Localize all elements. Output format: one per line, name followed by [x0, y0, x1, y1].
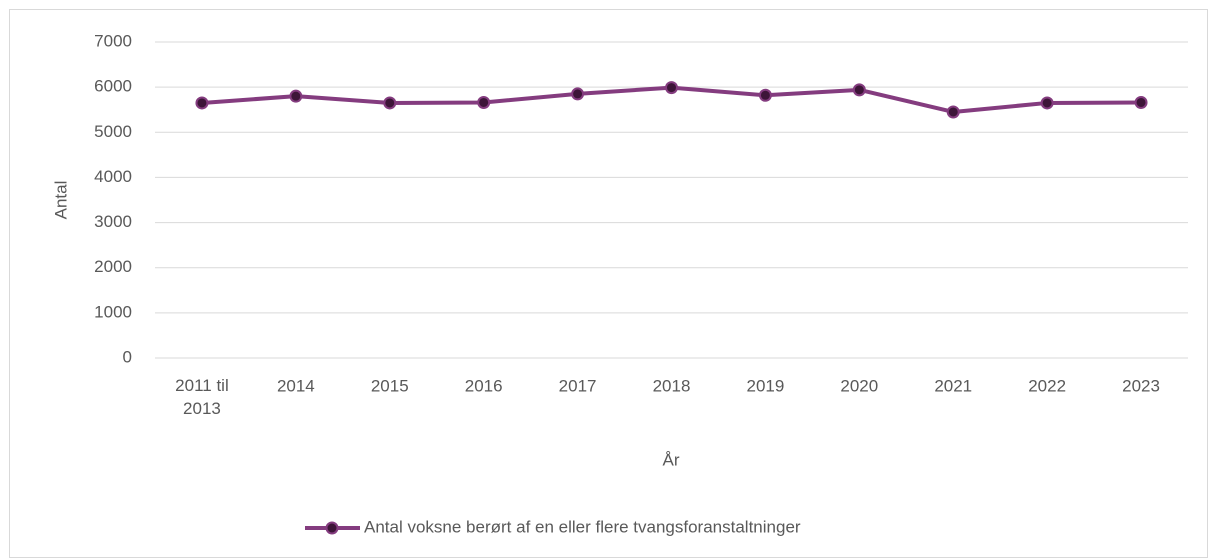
x-tick-label: 2018	[653, 376, 691, 395]
x-tick-label: 2020	[840, 376, 878, 395]
point	[195, 96, 209, 110]
point	[946, 105, 960, 119]
x-axis-title: År	[663, 450, 680, 469]
y-tick-label: 6000	[94, 77, 132, 96]
y-tick-label: 5000	[94, 122, 132, 141]
x-tick-label: 2017	[559, 376, 597, 395]
legend-label: Antal voksne berørt af en eller flere tv…	[364, 517, 801, 536]
x-tick-label: 2021	[934, 376, 972, 395]
point	[289, 89, 303, 103]
x-tick-label: 2022	[1028, 376, 1066, 395]
legend-marker	[325, 521, 339, 535]
x-tick-label: 2015	[371, 376, 409, 395]
y-tick-label: 3000	[94, 212, 132, 231]
x-tick-label: 2011 til 2013	[175, 376, 229, 418]
point	[1134, 95, 1148, 109]
x-tick-label: 2014	[277, 376, 315, 395]
point	[665, 81, 678, 95]
y-tick-label: 7000	[94, 31, 132, 50]
y-tick-label: 4000	[94, 167, 132, 186]
point	[758, 88, 772, 102]
y-tick-label: 1000	[94, 302, 132, 321]
x-tick-label: 2019	[746, 376, 784, 395]
y-axis-title: Antal	[51, 181, 70, 220]
x-tick-label: 2016	[465, 376, 503, 395]
point	[383, 96, 397, 110]
point	[571, 87, 585, 101]
point	[1040, 96, 1054, 110]
y-tick-label: 0	[123, 347, 132, 366]
point	[852, 83, 866, 97]
y-tick-label: 2000	[94, 257, 132, 276]
point	[477, 95, 491, 109]
x-tick-label: 2023	[1122, 376, 1160, 395]
